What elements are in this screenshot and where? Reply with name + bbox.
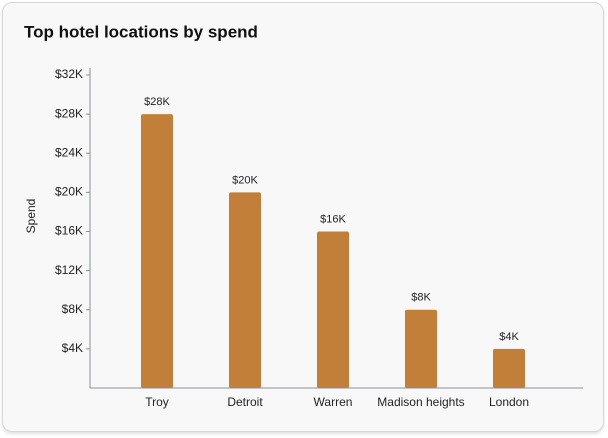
bar (493, 348, 525, 388)
bar (141, 114, 173, 388)
y-tick-label: $20K (55, 185, 83, 199)
value-label: $4K (499, 331, 519, 343)
value-label: $20K (232, 174, 258, 186)
x-tick-label: Warren (314, 395, 353, 409)
x-tick-label: Detroit (227, 395, 263, 409)
y-tick-label: $24K (55, 145, 83, 159)
y-tick-label: $32K (55, 67, 83, 81)
value-label: $28K (144, 96, 170, 108)
y-tick-label: $28K (55, 106, 83, 120)
y-tick-label: $8K (62, 302, 83, 316)
x-tick-label: London (489, 395, 529, 409)
bar (229, 192, 261, 388)
bar (317, 231, 349, 388)
x-tick-label: Troy (145, 395, 169, 409)
x-tick-label: Madison heights (377, 395, 464, 409)
y-tick-label: $12K (55, 263, 83, 277)
chart-title: Top hotel locations by spend (24, 22, 258, 41)
y-tick-label: $4K (62, 341, 83, 355)
bar (405, 309, 437, 388)
value-label: $8K (411, 292, 431, 304)
y-axis-label: Spend (24, 199, 38, 234)
y-tick-label: $16K (55, 224, 83, 238)
value-label: $16K (320, 213, 346, 225)
